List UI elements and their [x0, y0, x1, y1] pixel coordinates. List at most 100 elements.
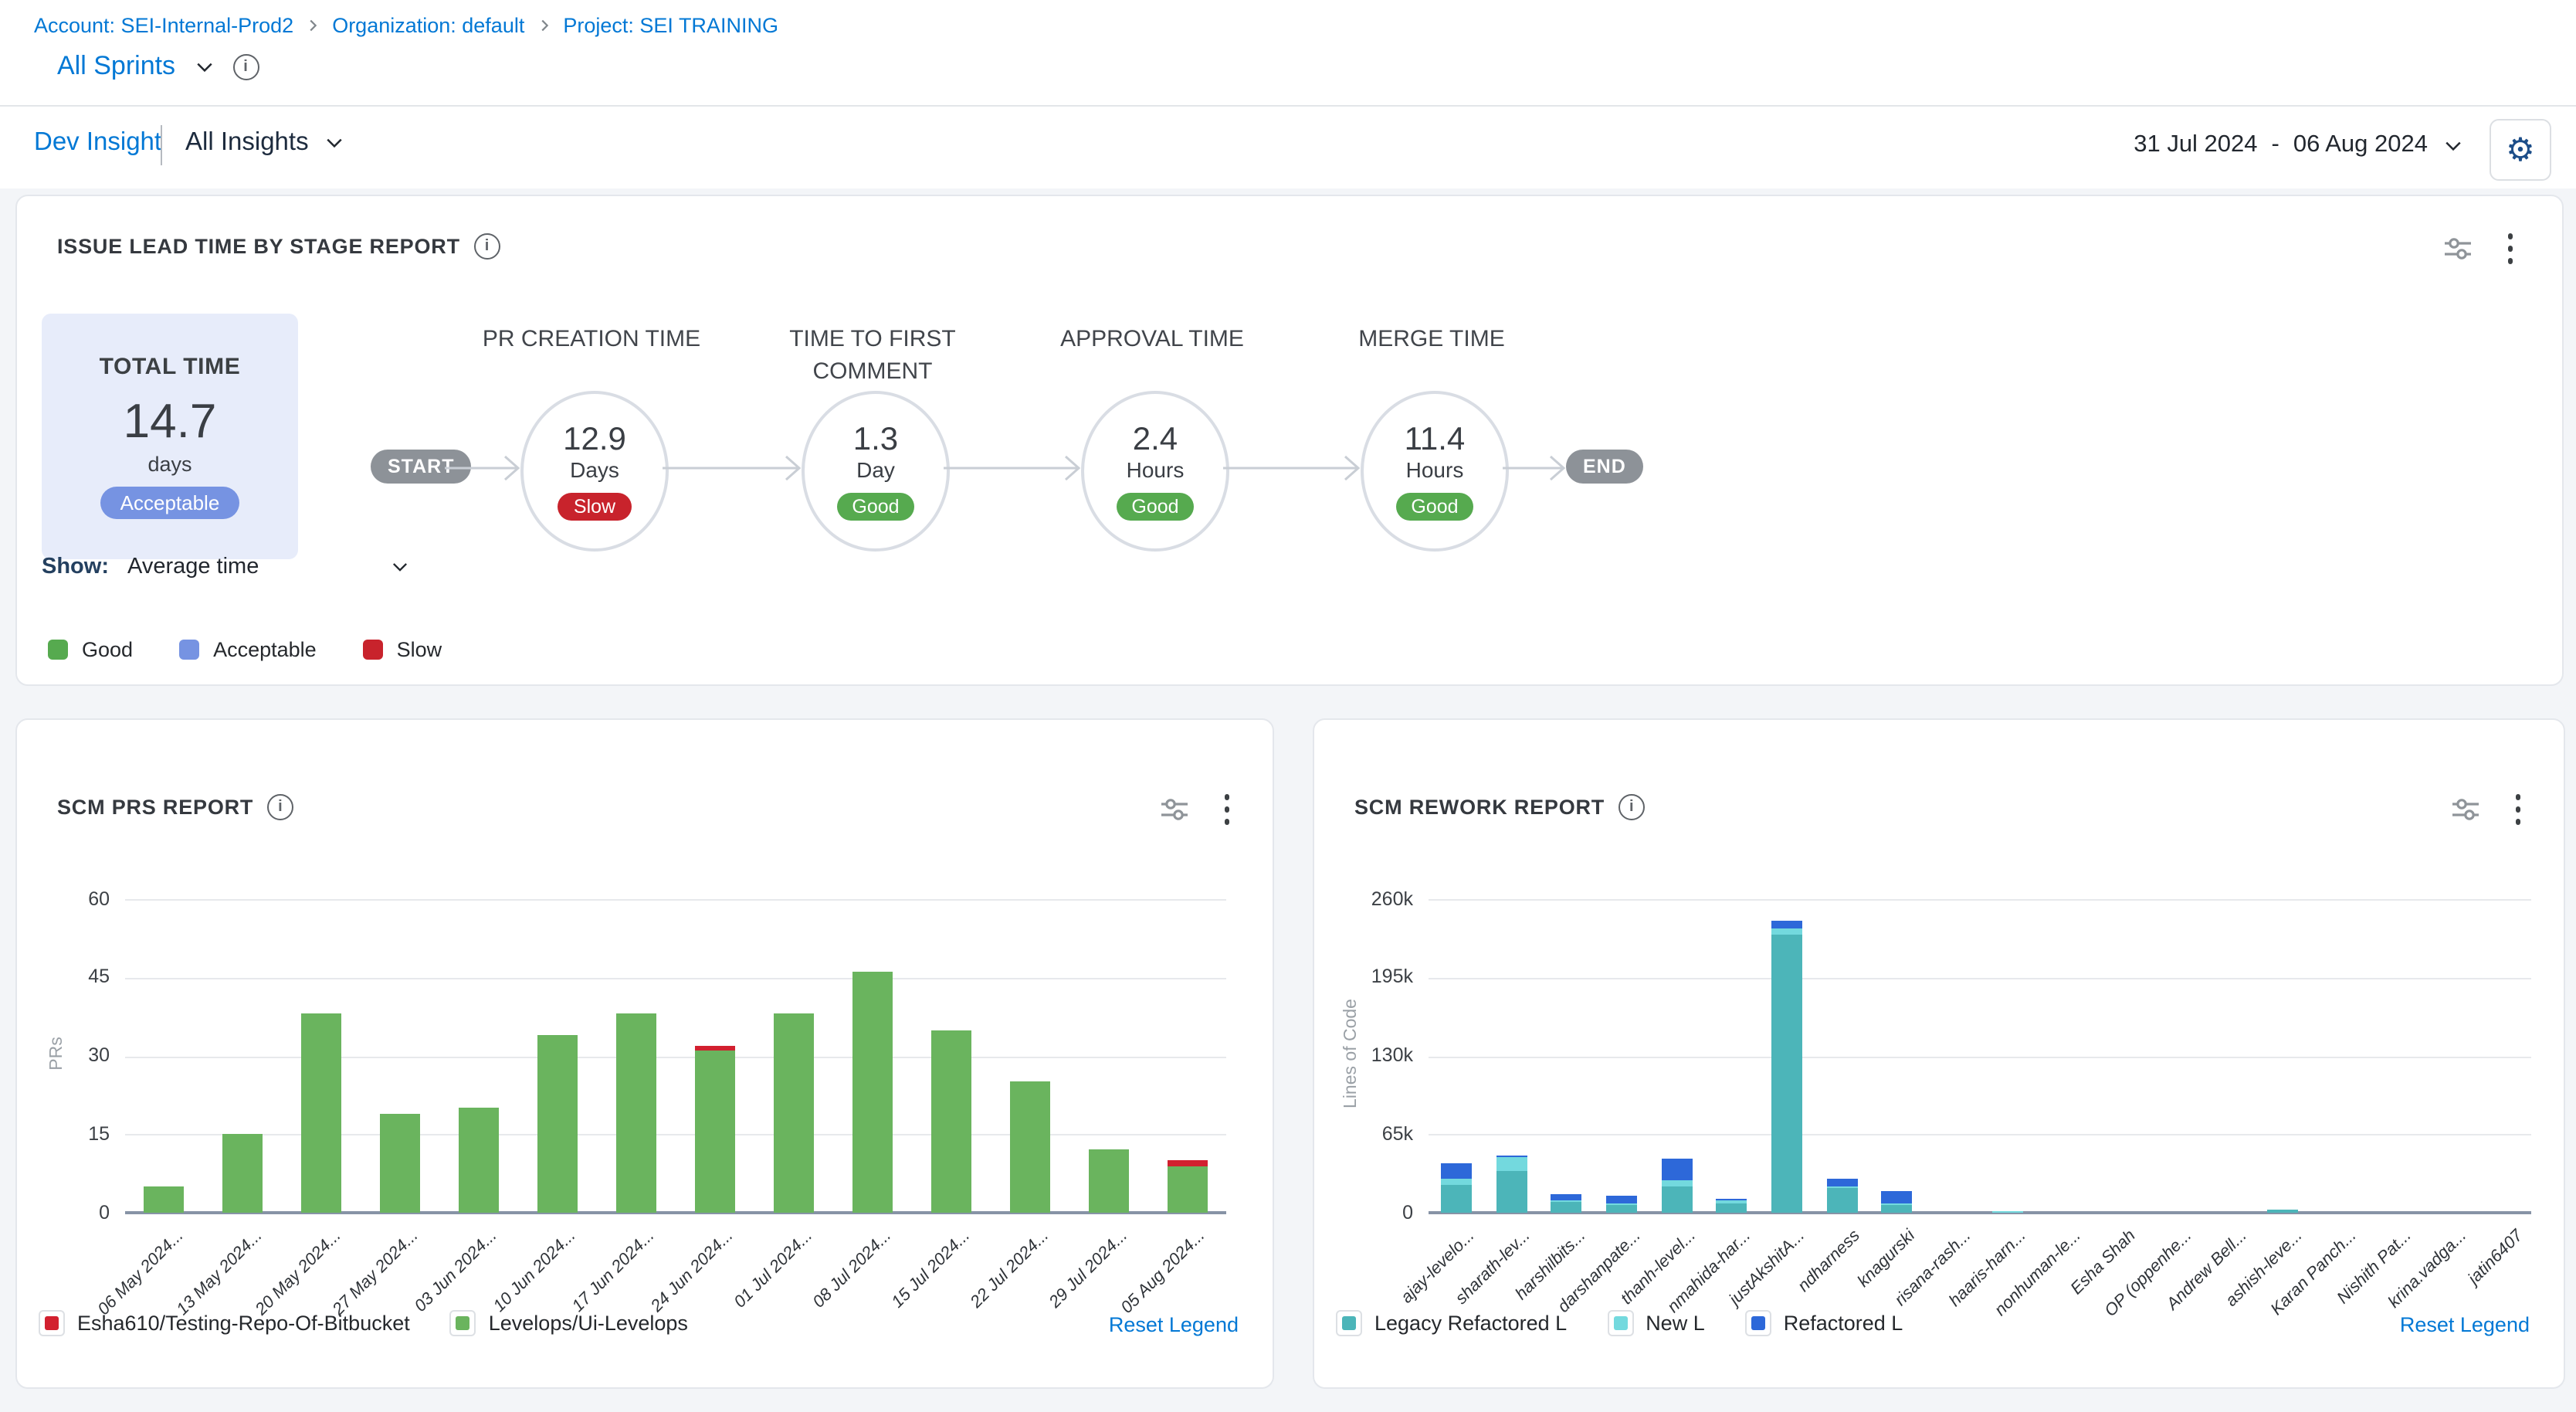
legend-item[interactable]: Levelops/Ui-Levelops: [449, 1310, 688, 1336]
breadcrumb-item[interactable]: Account: SEI-Internal-Prod2: [34, 14, 294, 37]
dev-insight-link[interactable]: Dev Insight: [34, 128, 162, 156]
stage-circle[interactable]: 12.9 Days Slow: [520, 391, 669, 552]
legend-swatch: [362, 640, 383, 660]
bar-segment[interactable]: [1088, 1149, 1129, 1213]
bar-segment[interactable]: [1167, 1160, 1208, 1166]
bar-segment[interactable]: [1716, 1200, 1747, 1203]
bar-segment[interactable]: [1716, 1203, 1747, 1213]
show-selector[interactable]: Show: Average time: [42, 555, 410, 579]
bar-segment[interactable]: [616, 1013, 657, 1213]
reset-legend-link[interactable]: Reset Legend: [1108, 1313, 1239, 1336]
kebab-menu-icon[interactable]: [1221, 791, 1232, 827]
bar-segment[interactable]: [222, 1134, 263, 1213]
bar-segment[interactable]: [1661, 1186, 1693, 1213]
bar-segment[interactable]: [1826, 1178, 1858, 1186]
total-time-label: TOTAL TIME: [99, 354, 241, 380]
bar-segment[interactable]: [1605, 1203, 1637, 1205]
bar-segment[interactable]: [1440, 1163, 1472, 1179]
legend-item[interactable]: Legacy Refactored L: [1336, 1310, 1567, 1336]
bar-segment[interactable]: [1661, 1179, 1693, 1187]
stage-value: 11.4: [1404, 422, 1466, 457]
bar-segment[interactable]: [1009, 1081, 1050, 1213]
bar-segment[interactable]: [930, 1030, 971, 1213]
filter-sliders-icon[interactable]: [2444, 236, 2470, 261]
bar-segment[interactable]: [144, 1186, 185, 1213]
bar-segment[interactable]: [1551, 1200, 1582, 1203]
info-icon[interactable]: i: [1618, 794, 1646, 820]
legend-label: Refactored L: [1783, 1312, 1903, 1335]
bar-segment[interactable]: [1826, 1188, 1858, 1213]
bar-segment[interactable]: [1716, 1198, 1747, 1201]
bar-segment[interactable]: [1496, 1155, 1527, 1158]
chart-legend: Legacy Refactored L New L Refactored L: [1336, 1310, 1903, 1336]
sprint-selector[interactable]: All Sprints i: [57, 51, 259, 82]
x-tick-label: 27 May 2024...: [330, 1227, 423, 1319]
bar-segment[interactable]: [1771, 935, 1803, 1213]
bar-segment[interactable]: [380, 1113, 421, 1213]
legend-swatch: [179, 640, 200, 660]
bar-segment[interactable]: [1991, 1210, 2023, 1213]
bar-segment[interactable]: [1881, 1191, 1913, 1203]
gridline: [125, 1134, 1226, 1136]
legend-item[interactable]: Good: [48, 638, 133, 661]
legend-label: Esha610/Testing-Repo-Of-Bitbucket: [77, 1312, 410, 1335]
bar-segment[interactable]: [1496, 1170, 1527, 1213]
settings-button[interactable]: ⚙: [2490, 119, 2551, 181]
bar-segment[interactable]: [1496, 1157, 1527, 1171]
legend-item[interactable]: New L: [1607, 1310, 1705, 1336]
chevron-down-icon[interactable]: [192, 55, 215, 78]
stage-circle[interactable]: 11.4 Hours Good: [1361, 391, 1509, 552]
bar-segment[interactable]: [694, 1045, 735, 1051]
bar-segment[interactable]: [1661, 1159, 1693, 1180]
info-icon[interactable]: i: [473, 233, 500, 260]
bar-segment[interactable]: [1551, 1202, 1582, 1213]
stage-circle[interactable]: 2.4 Hours Good: [1081, 391, 1229, 552]
bar-segment[interactable]: [1881, 1203, 1913, 1206]
filter-sliders-icon[interactable]: [1161, 797, 1187, 822]
bar-segment[interactable]: [1605, 1196, 1637, 1203]
insight-toolbar: Dev Insight All Insights 31 Jul 2024 - 0…: [0, 107, 2576, 188]
filter-sliders-icon[interactable]: [2452, 797, 2478, 822]
legend-item[interactable]: Refactored L: [1744, 1310, 1903, 1336]
bar-segment[interactable]: [1605, 1204, 1637, 1213]
kebab-menu-icon[interactable]: [2504, 230, 2516, 266]
info-icon[interactable]: i: [232, 53, 259, 80]
bar-segment[interactable]: [459, 1108, 500, 1213]
bar-segment[interactable]: [1440, 1179, 1472, 1185]
gridline: [1429, 1134, 2531, 1136]
bar-segment[interactable]: [1167, 1166, 1208, 1213]
bar-segment[interactable]: [773, 1013, 814, 1213]
bar-segment[interactable]: [301, 1013, 342, 1213]
breadcrumb-item[interactable]: Organization: default: [332, 14, 525, 37]
card-title: ISSUE LEAD TIME BY STAGE REPORT: [57, 235, 460, 258]
bar-segment[interactable]: [2267, 1210, 2299, 1213]
legend-item[interactable]: Esha610/Testing-Repo-Of-Bitbucket: [39, 1310, 410, 1336]
legend-swatch-color: [1342, 1316, 1356, 1330]
legend-item[interactable]: Slow: [362, 638, 442, 661]
legend-swatch: [48, 640, 68, 660]
legend-item[interactable]: Acceptable: [179, 638, 317, 661]
bar-segment[interactable]: [1826, 1186, 1858, 1189]
stage-circle[interactable]: 1.3 Day Good: [802, 391, 950, 552]
x-tick-label: 24 Jun 2024...: [648, 1227, 737, 1316]
bar-segment[interactable]: [1771, 928, 1803, 935]
date-range-picker[interactable]: 31 Jul 2024 - 06 Aug 2024: [2134, 131, 2465, 159]
y-tick-label: 45: [88, 966, 110, 988]
y-tick-label: 65k: [1381, 1122, 1413, 1145]
bar-segment[interactable]: [1551, 1194, 1582, 1200]
bar-segment[interactable]: [537, 1034, 578, 1213]
y-tick-label: 195k: [1371, 966, 1413, 988]
kebab-menu-icon[interactable]: [2512, 791, 2523, 827]
insight-dropdown-label: All Insights: [185, 128, 309, 156]
bar-segment[interactable]: [1440, 1184, 1472, 1213]
bar-segment[interactable]: [852, 972, 893, 1213]
breadcrumb-item[interactable]: Project: SEI TRAINING: [563, 14, 778, 37]
bar-segment[interactable]: [694, 1051, 735, 1213]
bar-segment[interactable]: [1771, 920, 1803, 928]
insight-dropdown[interactable]: All Insights: [185, 128, 346, 158]
info-icon[interactable]: i: [267, 794, 294, 820]
stage-value: 12.9: [563, 422, 626, 457]
reset-legend-link[interactable]: Reset Legend: [2399, 1313, 2530, 1336]
bar-segment[interactable]: [1881, 1205, 1913, 1213]
chevron-down-icon: [326, 138, 342, 148]
